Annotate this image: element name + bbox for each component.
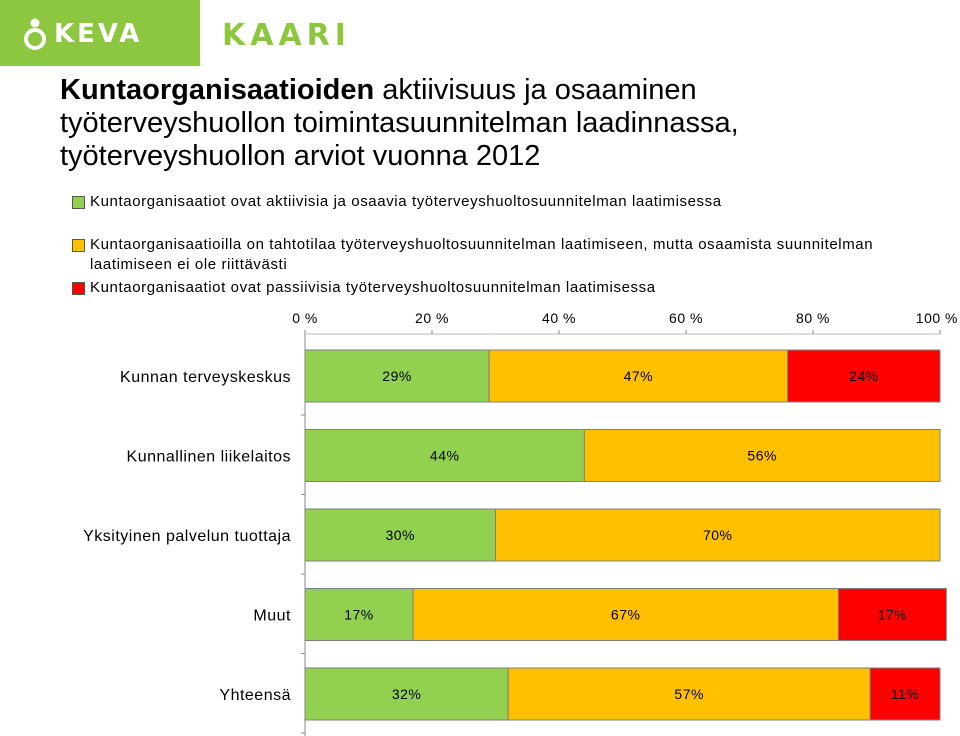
data-label: 57% xyxy=(674,686,704,702)
title-rest: aktiivisuus ja osaaminen xyxy=(374,74,697,106)
data-label: 30% xyxy=(385,527,415,543)
bar-segment xyxy=(583,429,941,482)
category-label: Kunnallinen liikelaitos xyxy=(127,449,291,466)
bar-segment xyxy=(304,508,496,562)
title-line-2: työterveyshuollon toimintasuunnitelman l… xyxy=(60,107,739,139)
bar-segment xyxy=(787,349,941,403)
data-label: 17% xyxy=(878,607,908,623)
bar-segment xyxy=(837,588,947,641)
data-label: 56% xyxy=(747,448,777,464)
category-label: Muut xyxy=(253,608,291,625)
bar-segment xyxy=(412,588,839,641)
data-label: 11% xyxy=(891,686,919,702)
title-bold: Kuntaorganisaatioiden xyxy=(60,74,375,106)
x-tick-label: 80 % xyxy=(796,310,830,326)
logo-band: KEVA xyxy=(0,0,200,66)
keva-figure-icon xyxy=(24,18,46,50)
data-label: 67% xyxy=(611,607,641,623)
x-tick-label: 40 % xyxy=(542,310,576,326)
kaari-logo: KAARI xyxy=(222,18,351,53)
x-tick-label: 20 % xyxy=(415,310,449,326)
x-tick-label: 100 % xyxy=(916,310,958,326)
x-axis: 0 % 20 % 40 % 60 % 80 % 100 % xyxy=(292,310,958,736)
data-label: 47% xyxy=(624,368,654,384)
bar-segment xyxy=(488,349,789,403)
x-tick-label: 60 % xyxy=(669,310,703,326)
bar-segment xyxy=(495,508,941,562)
legend-item-active: Kuntaorganisaatiot ovat aktiivisia ja os… xyxy=(72,192,910,212)
legend-label-passive: Kuntaorganisaatiot ovat passiivisia työt… xyxy=(90,279,656,296)
bar-segment xyxy=(869,667,941,721)
title-line-3: työterveyshuollon arviot vuonna 2012 xyxy=(60,140,541,172)
legend-item-willing: Kuntaorganisaatioilla on tahtotilaa työt… xyxy=(72,235,910,275)
legend-swatch-red xyxy=(72,282,85,295)
category-label: Yksityinen palvelun tuottaja xyxy=(83,528,291,545)
data-label: 70% xyxy=(703,527,733,543)
data-label: 17% xyxy=(344,607,374,623)
legend-item-passive: Kuntaorganisaatiot ovat passiivisia työt… xyxy=(72,278,910,298)
data-label: 32% xyxy=(392,686,422,702)
data-label: 29% xyxy=(382,368,412,384)
x-tick-label: 0 % xyxy=(292,310,318,326)
bar-segment xyxy=(304,429,585,482)
legend-label-active: Kuntaorganisaatiot ovat aktiivisia ja os… xyxy=(90,193,722,210)
data-label: 44% xyxy=(430,448,460,464)
bar-segment xyxy=(304,349,490,403)
keva-logo: KEVA xyxy=(22,14,142,54)
legend-swatch-green xyxy=(72,196,85,209)
page-title: Kuntaorganisaatioiden aktiivisuus ja osa… xyxy=(60,74,940,173)
data-label: 24% xyxy=(849,368,879,384)
plot-area: Kunnan terveyskeskus 29% 47% 24% Kunnallinen… xyxy=(83,349,947,734)
keva-logo-text: KEVA xyxy=(54,19,143,49)
bar-segment xyxy=(507,667,871,721)
legend-swatch-orange xyxy=(72,239,85,252)
legend-label-willing: Kuntaorganisaatioilla on tahtotilaa työt… xyxy=(90,236,874,273)
category-label: Yhteensä xyxy=(219,687,291,704)
category-label: Kunnan terveyskeskus xyxy=(120,369,291,386)
